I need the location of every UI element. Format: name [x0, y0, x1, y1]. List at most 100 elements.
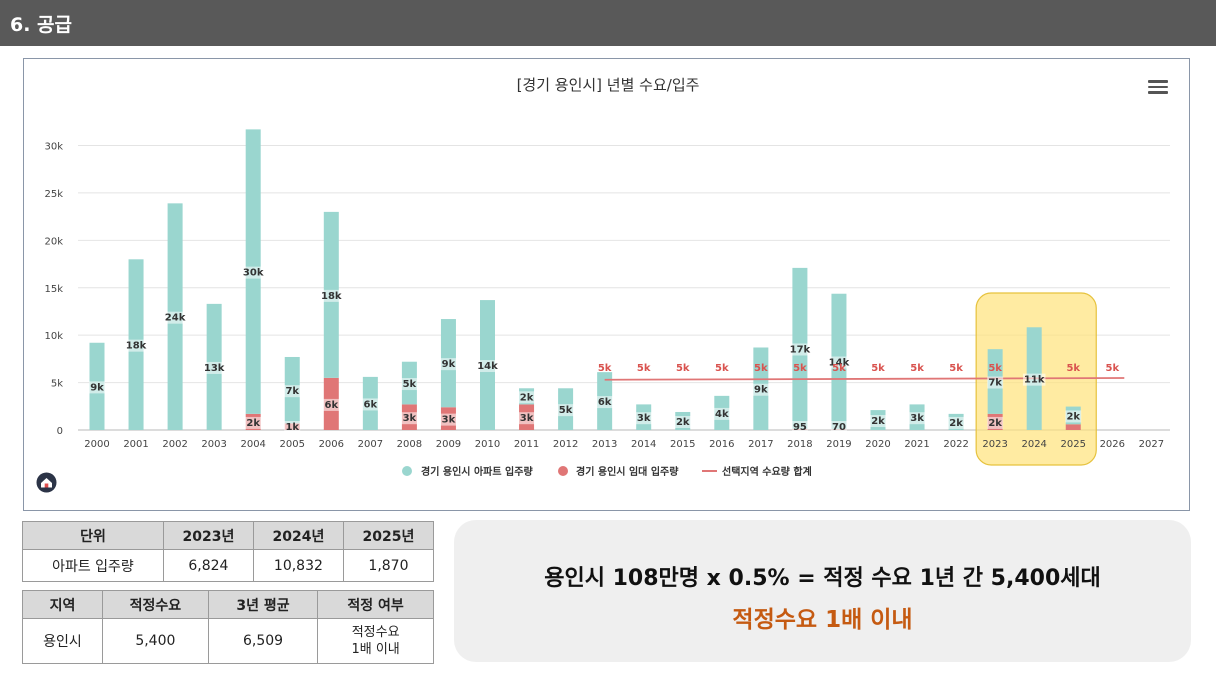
legend-label: 선택지역 수요량 합계 — [722, 465, 812, 478]
x-tick-label: 2026 — [1100, 439, 1125, 450]
table-header-cell: 단위 — [22, 521, 164, 550]
table-cell: 적정수요 1배 이내 — [317, 618, 434, 664]
data-label-bg — [713, 407, 730, 420]
data-label-bg — [362, 398, 379, 411]
data-label-bg — [323, 398, 340, 411]
rental-data-label: 3k — [520, 413, 534, 424]
demand-data-label: 5k — [988, 363, 1002, 374]
x-tick-label: 2009 — [436, 439, 461, 450]
rental-bar — [1065, 424, 1081, 430]
demand-data-label: 5k — [832, 363, 846, 374]
x-tick-label: 2018 — [787, 439, 812, 450]
apartment-data-label: 30k — [243, 268, 264, 279]
x-tick-label: 2007 — [358, 439, 383, 450]
rental-data-label: 70 — [832, 422, 846, 433]
demand-data-label: 5k — [598, 363, 612, 374]
x-tick-label: 2004 — [240, 439, 265, 450]
apartment-data-label: 18k — [126, 341, 147, 352]
demand-formula: 용인시 108만명 x 0.5% = 적정 수요 1년 간 5,400세대 — [544, 566, 1101, 591]
demand-data-label: 5k — [676, 363, 690, 374]
x-tick-label: 2013 — [592, 439, 617, 450]
x-tick-label: 2022 — [943, 439, 968, 450]
data-label-bg — [440, 413, 457, 426]
x-tick-label: 2021 — [904, 439, 929, 450]
table-cell: 6,509 — [207, 618, 319, 664]
chart-title: [경기 용인시] 년별 수요/입주 — [517, 76, 700, 94]
data-label-bg — [1065, 410, 1082, 423]
data-label-bg — [827, 356, 851, 369]
apartment-data-label: 6k — [364, 399, 378, 410]
rental-data-label: 2k — [246, 418, 260, 429]
y-tick-label: 10k — [44, 331, 63, 342]
table-cell: 아파트 입주량 — [22, 549, 164, 582]
x-tick-label: 2024 — [1021, 439, 1046, 450]
demand-conclusion: 적정수요 1배 이내 — [732, 607, 913, 633]
data-label-bg — [284, 421, 301, 433]
data-label-bg — [124, 339, 148, 352]
x-tick-label: 2027 — [1139, 439, 1164, 450]
apartment-data-label: 5k — [403, 379, 417, 390]
data-label-bg — [830, 421, 847, 433]
data-label-bg — [241, 266, 265, 279]
x-tick-label: 2019 — [826, 439, 851, 450]
rental-data-label: 3k — [442, 415, 456, 426]
demand-data-label: 5k — [1066, 363, 1080, 374]
apartment-data-label: 2k — [949, 418, 963, 429]
summary-box: 용인시 108만명 x 0.5% = 적정 수요 1년 간 5,400세대 적정… — [454, 520, 1191, 662]
y-tick-label: 30k — [44, 142, 63, 153]
data-label-bg — [1022, 373, 1046, 386]
rental-data-label: 2k — [988, 418, 1002, 429]
demand-data-label: 5k — [871, 363, 885, 374]
x-tick-label: 2001 — [123, 439, 148, 450]
apartment-data-label: 13k — [204, 363, 225, 374]
data-label-bg — [948, 416, 965, 429]
data-label-bg — [163, 311, 187, 324]
apartment-data-label: 7k — [988, 378, 1002, 389]
data-label-bg — [202, 361, 226, 374]
x-tick-label: 2012 — [553, 439, 578, 450]
x-tick-label: 2005 — [280, 439, 305, 450]
x-tick-label: 2020 — [865, 439, 890, 450]
y-tick-label: 15k — [44, 284, 63, 295]
data-label-bg — [909, 412, 926, 425]
x-tick-label: 2016 — [709, 439, 734, 450]
data-label-bg — [870, 415, 886, 428]
data-label-bg — [635, 412, 652, 425]
table-header-cell: 지역 — [22, 590, 103, 619]
table-cell: 1,870 — [342, 549, 435, 582]
rental-data-label: 1k — [285, 422, 299, 433]
apartment-data-label: 24k — [165, 313, 186, 324]
apartment-data-label: 18k — [321, 291, 342, 302]
table-header-row: 지역 적정수요 3년 평균 적정 여부 — [22, 590, 434, 619]
apartment-data-label: 11k — [1024, 375, 1045, 386]
x-tick-label: 2006 — [319, 439, 344, 450]
bar-chart: [경기 용인시] 년별 수요/입주 0 5k 10k 15k 20k 25k 30k 9k 18k… — [44, 76, 1170, 478]
x-tick-label: 2023 — [982, 439, 1007, 450]
legend-label: 경기 용인시 임대 입주량 — [576, 465, 679, 478]
rental-data-label: 3k — [403, 413, 417, 424]
data-label-bg — [596, 396, 613, 409]
demand-data-label: 5k — [1105, 363, 1119, 374]
apartment-data-label: 2k — [676, 417, 690, 428]
demand-data-label: 5k — [910, 363, 924, 374]
x-tick-label: 2025 — [1061, 439, 1086, 450]
y-tick-label: 5k — [51, 379, 63, 390]
data-label-bg — [401, 412, 418, 425]
table-row: 아파트 입주량 6,824 10,832 1,870 — [22, 549, 435, 582]
x-tick-label: 2000 — [84, 439, 109, 450]
table-header-cell: 적정 여부 — [317, 590, 434, 619]
apartment-data-label: 6k — [598, 397, 612, 408]
data-label-bg — [987, 416, 1004, 429]
data-label-bg — [518, 412, 535, 425]
rental-data-label: 6k — [324, 400, 338, 411]
page-title: 6. 공급 — [10, 14, 73, 36]
y-tick-label: 25k — [44, 189, 63, 200]
demand-table: 지역 적정수요 3년 평균 적정 여부 용인시 5,400 6,509 적정수요… — [22, 590, 434, 664]
menu-icon[interactable] — [1148, 80, 1168, 96]
demand-data-label: 5k — [793, 363, 807, 374]
apartment-data-label: 17k — [790, 344, 811, 355]
x-tick-label: 2017 — [748, 439, 773, 450]
data-label-bg — [401, 378, 418, 391]
data-label-bg — [987, 376, 1004, 389]
legend-marker — [402, 466, 412, 476]
